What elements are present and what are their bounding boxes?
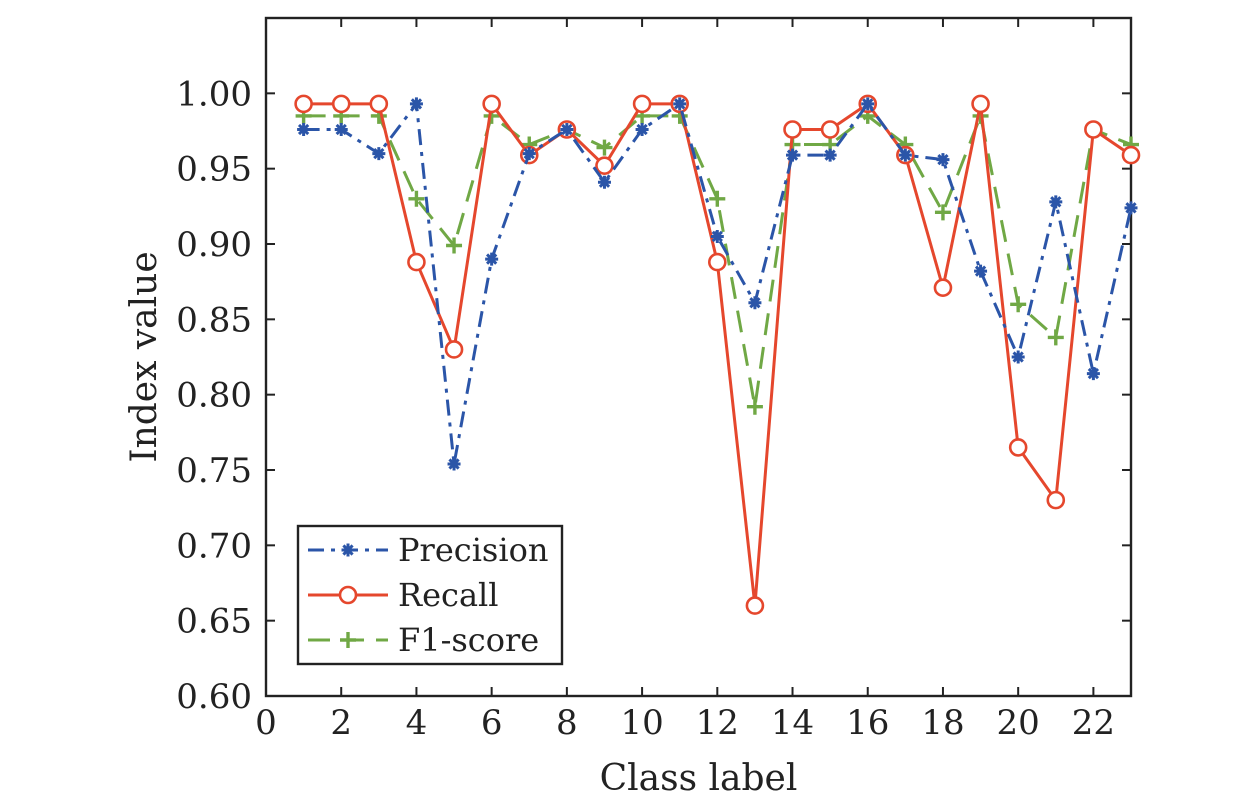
y-tick-label: 0.95 — [176, 150, 252, 190]
data-point — [407, 252, 426, 272]
data-point — [485, 252, 499, 266]
data-point — [635, 122, 649, 136]
data-point — [522, 147, 536, 161]
data-point — [632, 94, 652, 114]
x-tick-label: 16 — [846, 703, 889, 743]
x-tick-label: 10 — [620, 703, 663, 743]
x-tick-label: 6 — [481, 703, 503, 743]
data-point — [746, 398, 763, 415]
y-tick-label: 0.80 — [176, 376, 252, 416]
series-line — [303, 114, 1132, 409]
data-point — [331, 94, 351, 114]
data-point — [861, 97, 875, 111]
data-point — [447, 457, 461, 471]
data-point — [933, 278, 953, 297]
data-point — [786, 148, 800, 162]
data-point — [1047, 329, 1064, 346]
legend-marker — [340, 632, 356, 648]
data-point — [710, 229, 724, 243]
x-axis-title: Class label — [600, 758, 798, 799]
data-point — [934, 204, 951, 221]
data-point — [898, 148, 912, 162]
series-line — [303, 102, 1133, 466]
y-tick-label: 0.70 — [176, 526, 252, 566]
x-tick-label: 12 — [696, 703, 739, 743]
legend-item: F1-score — [308, 621, 539, 659]
data-point — [597, 175, 611, 189]
data-point — [823, 148, 837, 162]
axes-area — [264, 16, 1133, 698]
y-tick-label: 0.90 — [176, 225, 252, 265]
data-point — [745, 596, 765, 615]
data-point — [820, 120, 840, 139]
legend-marker — [341, 543, 355, 557]
data-point — [369, 94, 389, 114]
data-point — [409, 97, 423, 111]
data-point — [444, 340, 464, 359]
series-precision — [297, 97, 1138, 471]
data-point — [1084, 120, 1103, 139]
legend: Precision Recall F1-score — [296, 524, 564, 666]
data-point — [595, 156, 614, 175]
x-tick-label: 4 — [406, 703, 428, 743]
data-point — [1046, 490, 1066, 510]
data-point — [482, 94, 501, 114]
data-point — [560, 122, 574, 136]
data-point — [334, 122, 348, 136]
legend-item: Recall — [308, 576, 499, 614]
y-axis-title: Index value — [124, 251, 165, 462]
data-point — [1121, 145, 1141, 165]
data-point — [1086, 367, 1100, 381]
x-tick-label: 22 — [1072, 703, 1115, 743]
axis-ticks: 0.60 0.65 0.70 0.75 0.80 0.85 0.90 0.95 1.00 0 2 4 6… — [176, 18, 1131, 743]
data-point — [936, 153, 950, 167]
x-tick-label: 14 — [771, 703, 814, 743]
data-point — [708, 252, 727, 272]
x-tick-label: 8 — [556, 703, 578, 743]
data-point — [1010, 296, 1027, 313]
y-tick-label: 0.75 — [176, 451, 252, 491]
x-tick-label: 18 — [921, 703, 964, 743]
data-point — [748, 296, 762, 310]
data-point — [673, 97, 687, 111]
data-point — [709, 190, 726, 207]
data-point — [372, 147, 386, 161]
x-tick-label: 20 — [997, 703, 1040, 743]
data-point — [783, 120, 802, 139]
plot-frame — [264, 16, 1133, 698]
legend-label: Precision — [398, 531, 548, 569]
data-point — [446, 237, 463, 254]
data-point — [294, 94, 313, 114]
data-point — [596, 139, 613, 156]
x-tick-label: 0 — [255, 703, 277, 743]
data-point — [297, 122, 311, 136]
data-point — [974, 264, 988, 278]
y-tick-label: 0.85 — [176, 300, 252, 340]
data-point — [408, 190, 425, 207]
legend-item: Precision — [308, 531, 548, 569]
legend-label: Recall — [398, 576, 499, 614]
data-point — [1011, 350, 1025, 364]
data-point — [1124, 201, 1138, 215]
series-area — [294, 94, 1141, 615]
data-point — [1049, 195, 1063, 209]
y-tick-label: 0.65 — [176, 602, 252, 642]
legend-marker — [338, 585, 358, 605]
data-point — [1008, 438, 1028, 457]
y-tick-label: 1.00 — [176, 74, 252, 114]
legend-label: F1-score — [398, 621, 539, 659]
data-point — [971, 94, 990, 114]
y-tick-label: 0.60 — [176, 677, 252, 717]
x-tick-label: 2 — [330, 703, 352, 743]
